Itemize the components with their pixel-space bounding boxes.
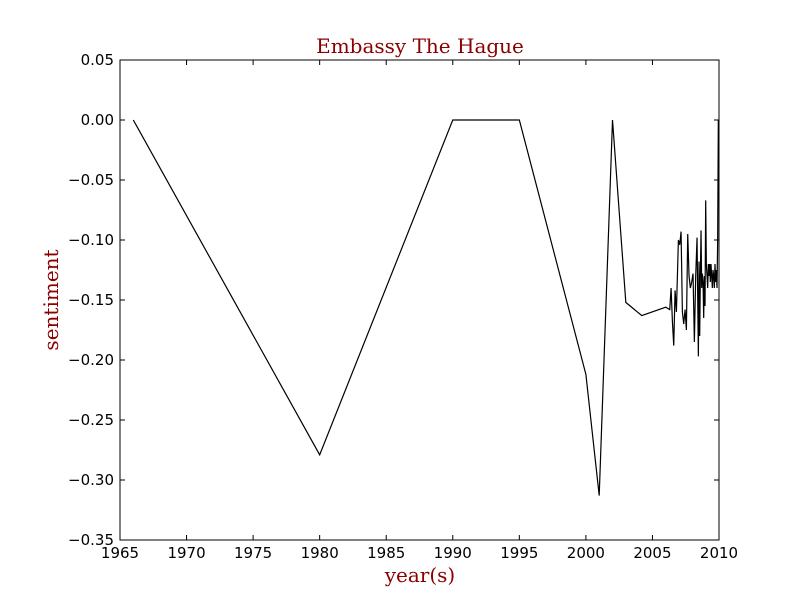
y-tick-label: 0.05 — [81, 51, 114, 69]
x-tick-label: 1965 — [101, 544, 139, 562]
y-tick-label: −0.30 — [68, 471, 114, 489]
y-axis-ticks: 0.05 0.00 −0.05 −0.10 −0.15 −0.20 −0.25 −0.30 −0… — [68, 51, 719, 549]
x-axis-label: year(s) — [384, 563, 456, 587]
x-tick-label: 2000 — [567, 544, 605, 562]
y-tick-label: −0.10 — [68, 231, 114, 249]
chart-title: Embassy The Hague — [316, 34, 524, 58]
y-tick-label: −0.05 — [68, 171, 114, 189]
x-tick-label: 2005 — [633, 544, 671, 562]
series-line — [132, 119, 719, 496]
x-tick-label: 1995 — [500, 544, 538, 562]
x-tick-label: 1970 — [167, 544, 205, 562]
y-tick-label: −0.25 — [68, 411, 114, 429]
y-axis-label: sentiment — [39, 249, 63, 350]
x-tick-label: 1990 — [434, 544, 472, 562]
y-tick-label: −0.15 — [68, 291, 114, 309]
plot-frame — [119, 59, 720, 541]
y-tick-label: 0.00 — [81, 111, 114, 129]
y-tick-label: −0.20 — [68, 351, 114, 369]
plot-area — [119, 59, 720, 541]
x-tick-label: 2010 — [700, 544, 738, 562]
x-axis-ticks: 1965 1970 1975 1980 1985 1990 1995 2000 2005 2010 — [101, 60, 738, 562]
x-tick-label: 1980 — [301, 544, 339, 562]
y-tick-label: −0.35 — [68, 531, 114, 549]
x-tick-label: 1975 — [234, 544, 272, 562]
x-tick-label: 1985 — [367, 544, 405, 562]
